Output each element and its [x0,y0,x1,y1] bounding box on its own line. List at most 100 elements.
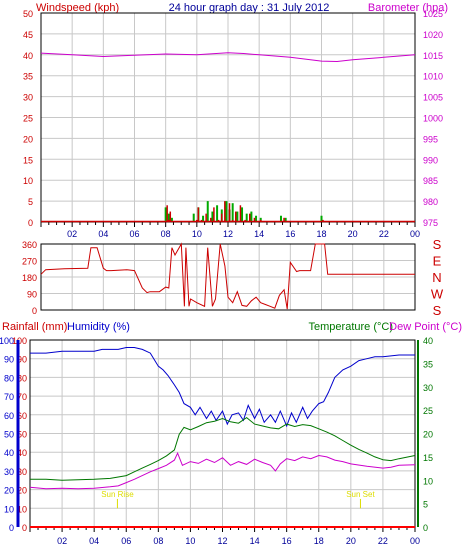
windspeed-tick-label: 5 [28,197,33,207]
hour-tick-label: 18 [316,229,326,239]
humidity-tick-label: 50 [17,430,27,440]
temperature-tick-label: 30 [423,383,433,393]
humidity-tick-label: 10 [17,504,27,514]
barometer-tick-label: 990 [423,155,438,165]
hour-tick-label: 06 [121,536,131,546]
temperature-tick-label: 0 [423,523,428,533]
humidity-tick-label: 80 [17,373,27,383]
windspeed-tick-label: 50 [23,9,33,19]
windspeed-tick-label: 45 [23,30,33,40]
windspeed-tick-label: 20 [23,134,33,144]
hour-tick-label: 08 [153,536,163,546]
direction-tick-label: 270 [22,257,37,267]
temperature-tick-label: 35 [423,359,433,369]
hour-tick-label: 00 [410,229,420,239]
direction-tick-label: 90 [27,290,37,300]
rainfall-tick-label: 40 [4,448,14,458]
hour-tick-label: 18 [314,536,324,546]
hour-tick-label: 04 [98,229,108,239]
windspeed-tick-label: 35 [23,72,33,82]
compass-label: W [431,287,444,302]
rainfall-tick-label: 70 [4,392,14,402]
barometer-axis-title: Barometer (hpa) [368,2,448,14]
rainfall-tick-label: 0 [9,523,14,533]
temperature-tick-label: 10 [423,476,433,486]
sun-marker-label: Sun Rise [101,490,134,499]
hour-tick-label: 12 [223,229,233,239]
rainfall-tick-label: 20 [4,486,14,496]
barometer-line [40,52,416,63]
graph-date-title: 24 hour graph day : 31 July 2012 [169,2,330,14]
windspeed-tick-label: 10 [23,176,33,186]
windspeed-tick-label: 40 [23,51,33,61]
sun-marker-label: Sun Set [346,490,375,499]
temperature-tick-label: 40 [423,336,433,346]
temperature-tick-label: 25 [423,406,433,416]
hour-tick-label: 22 [379,229,389,239]
direction-tick-label: 180 [22,273,37,283]
rainfall-tick-label: 60 [4,411,14,421]
compass-label: S [433,303,442,318]
barometer-tick-label: 1020 [423,30,443,40]
hour-tick-label: 14 [254,229,264,239]
rainfall-axis-title: Rainfall (mm) [2,321,67,333]
temperature-line [30,416,416,481]
humidity-axis-title: Humidity (%) [67,321,130,333]
temperature-axis-title: Temperature (°C) [309,321,393,333]
barometer-tick-label: 975 [423,218,438,228]
compass-label: S [433,237,442,252]
wind-barometer-panel: 0510152025303540455097598098599099510001… [23,9,443,239]
humidity-tick-label: 0 [22,523,27,533]
hour-tick-label: 16 [282,536,292,546]
hour-tick-label: 08 [161,229,171,239]
hour-tick-label: 04 [89,536,99,546]
barometer-tick-label: 1015 [423,51,443,61]
hour-tick-label: 20 [348,229,358,239]
direction-tick-label: 0 [32,306,37,316]
rainfall-tick-label: 100 [0,336,14,346]
humidity-tick-label: 40 [17,448,27,458]
barometer-tick-label: 980 [423,197,438,207]
wind-direction-line [40,242,415,310]
windspeed-tick-label: 25 [23,114,33,124]
barometer-tick-label: 1025 [423,9,443,19]
dewpoint-line [29,451,416,490]
temperature-tick-label: 15 [423,453,433,463]
rainfall-tick-label: 90 [4,355,14,365]
hour-tick-label: 20 [346,536,356,546]
hour-tick-label: 00 [410,536,420,546]
hour-tick-label: 22 [378,536,388,546]
humidity-line [30,347,415,428]
hour-tick-label: 16 [285,229,295,239]
hour-tick-label: 06 [129,229,139,239]
barometer-tick-label: 1000 [423,114,443,124]
barometer-tick-label: 985 [423,176,438,186]
humidity-tick-label: 70 [17,392,27,402]
compass-label: N [432,270,441,285]
humidity-tick-label: 20 [17,486,27,496]
rainfall-tick-label: 50 [4,430,14,440]
humidity-tick-label: 30 [17,467,27,477]
barometer-tick-label: 1010 [423,72,443,82]
rainfall-tick-label: 30 [4,467,14,477]
dewpoint-axis-title: Dew Point (°C) [389,321,462,333]
windspeed-axis-title: Windspeed (kph) [36,2,119,14]
windspeed-tick-label: 30 [23,93,33,103]
plot-border [40,243,416,311]
hour-tick-label: 02 [57,536,67,546]
hour-tick-label: 10 [192,229,202,239]
humidity-tick-label: 60 [17,411,27,421]
temperature-tick-label: 5 [423,500,428,510]
compass-label: E [433,254,442,269]
hour-tick-label: 12 [217,536,227,546]
barometer-tick-label: 1005 [423,93,443,103]
hour-tick-label: 10 [185,536,195,546]
hour-tick-label: 02 [67,229,77,239]
hour-tick-label: 14 [250,536,260,546]
windspeed-tick-label: 0 [28,218,33,228]
rainfall-tick-label: 80 [4,373,14,383]
humidity-tick-label: 90 [17,355,27,365]
